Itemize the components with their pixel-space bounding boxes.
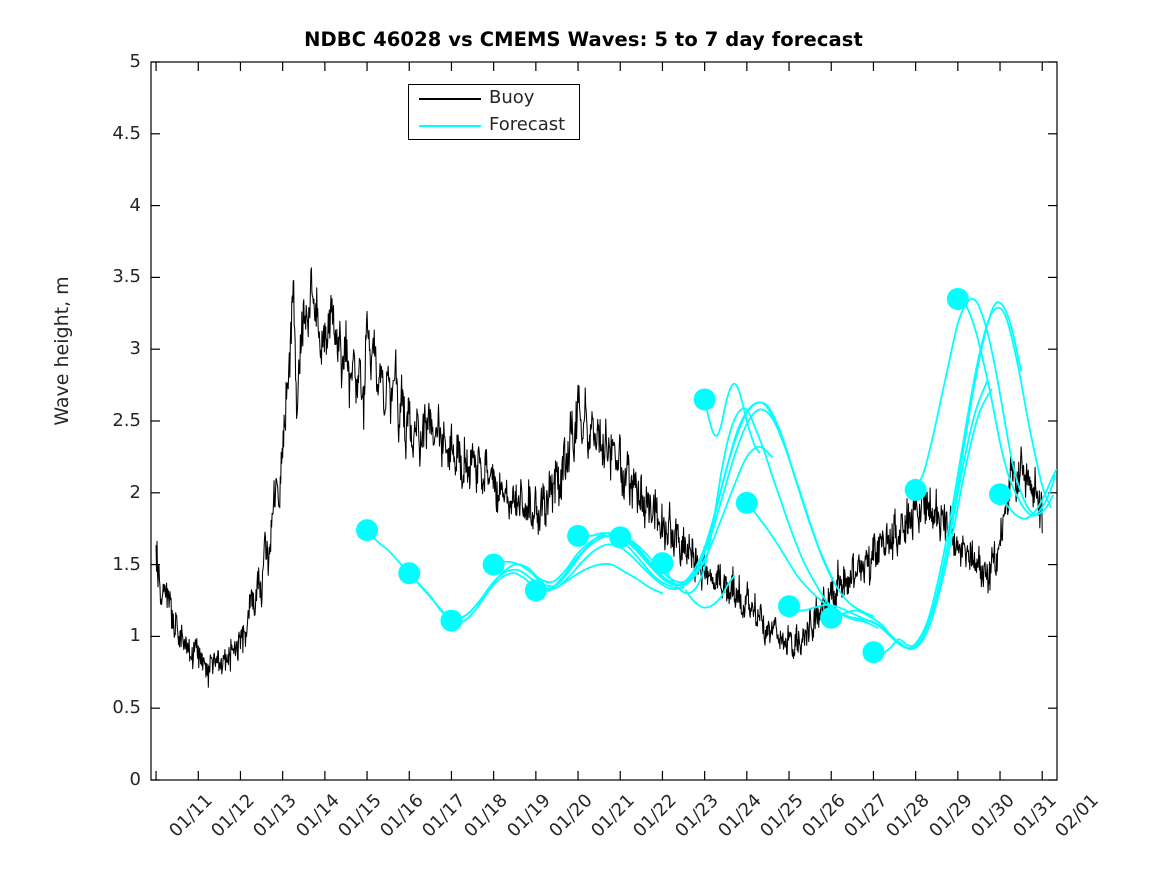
forecast-segment-line [914,297,1054,516]
forecast-marker-dot [609,526,632,549]
forecast-segment-line [684,575,736,609]
forecast-marker-dot [482,553,505,576]
y-tick-label: 2.5 [112,410,141,431]
forecast-marker-dot [904,478,927,501]
legend-line-buoy [419,98,481,100]
legend-entry-forecast: Forecast [409,112,581,140]
y-tick-label: 1 [129,625,141,647]
forecast-segment-line [956,298,1056,517]
forecast-marker-dot [567,524,590,547]
axis-frame [150,61,1058,781]
buoy-series-line [155,267,1043,688]
legend-entry-buoy: Buoy [409,85,581,113]
y-tick-label: 4 [129,194,141,216]
forecast-segment-line [703,382,761,454]
forecast-marker-dot [440,609,463,632]
y-tick-label: 3 [129,338,141,360]
y-tick-label: 0 [129,769,141,790]
forecast-marker-dot [693,388,716,411]
forecast-marker-dot [862,641,885,664]
y-tick-label: 1.5 [112,553,141,575]
forecast-segment-line [788,388,993,651]
y-tick-label: 3.5 [112,266,141,288]
forecast-series-group [356,287,1057,664]
y-tick-label: 2 [129,481,141,503]
forecast-segment-line [999,468,1057,520]
legend-label-forecast: Forecast [489,114,566,135]
legend-line-forecast [419,125,481,127]
y-tick-label: 5 [129,51,141,72]
forecast-marker-dot [651,552,674,575]
y-tick-label: 0.5 [112,697,141,719]
forecast-segment-line [450,534,706,622]
legend: Buoy Forecast [408,84,580,140]
forecast-marker-dot [820,606,843,629]
forecast-marker-dot [946,287,969,310]
legend-label-buoy: Buoy [489,87,535,108]
forecast-marker-dot [356,519,379,542]
forecast-marker-dot [524,579,547,602]
forecast-marker-dot [398,562,421,585]
chart-title: NDBC 46028 vs CMEMS Waves: 5 to 7 day fo… [304,28,863,51]
forecast-segment-line [872,306,1052,655]
forecast-marker-dot [778,595,801,618]
forecast-marker-dot [735,491,758,514]
forecast-marker-dot [989,483,1012,506]
y-tick-label: 4.5 [112,122,141,144]
forecast-segment-line [661,407,879,629]
